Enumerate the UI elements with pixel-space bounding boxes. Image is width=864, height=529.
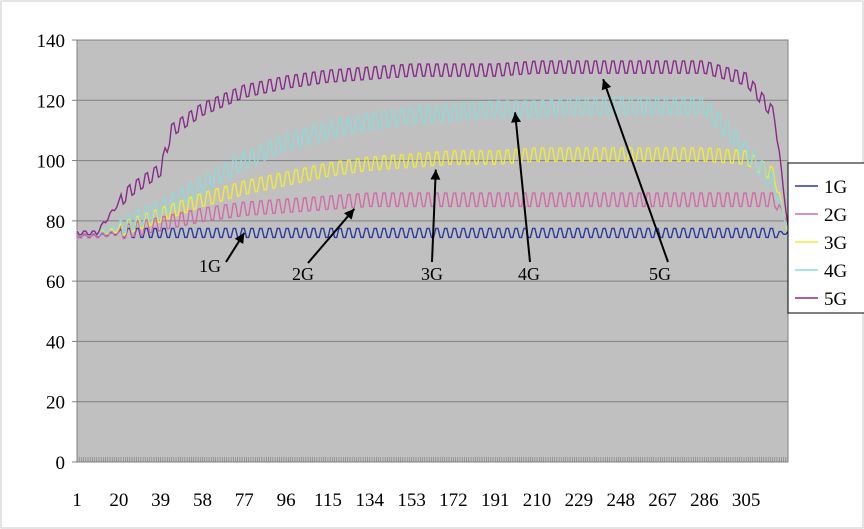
annotation-label: 4G: [518, 264, 540, 284]
x-tick-label: 96: [277, 490, 296, 511]
x-tick-label: 115: [314, 490, 342, 511]
x-tick-label: 58: [193, 490, 212, 511]
x-tick-label: 153: [397, 490, 426, 511]
y-tick-label: 60: [46, 272, 65, 293]
x-minor-ticks: [76, 457, 789, 462]
x-tick-label: 229: [565, 490, 594, 511]
annotation-arrowhead: [601, 79, 612, 91]
annotation-arrowhead: [234, 232, 245, 245]
y-tick-label: 100: [37, 152, 66, 173]
x-tick-label: 248: [606, 490, 635, 511]
y-tick-label: 20: [46, 393, 65, 414]
annotation-arrowhead: [430, 169, 441, 180]
x-tick-label: 134: [356, 490, 385, 511]
x-tick-label: 305: [732, 490, 761, 511]
x-axis-minor-ticks: [76, 457, 789, 462]
annotation-arrowhead: [344, 208, 355, 220]
y-axis-ticks: 0 20 40 60 80 100 120 140: [37, 31, 77, 474]
annotation-arrowhead: [511, 112, 522, 123]
legend: 1G 2G 3G 4G 5G: [787, 162, 864, 314]
x-tick-label: 20: [109, 490, 128, 511]
y-tick-label: 0: [56, 453, 66, 474]
annotation-arrow-line: [514, 112, 531, 263]
series-line-5g: [76, 60, 789, 236]
legend-label: 1G: [824, 177, 848, 198]
x-tick-label: 267: [648, 490, 677, 511]
x-tick-label: 191: [481, 490, 510, 511]
annotation-arrow-line: [307, 208, 356, 264]
x-tick-label: 286: [690, 490, 719, 511]
annotation-arrow-line: [431, 169, 437, 263]
legend-label: 2G: [824, 205, 848, 226]
annotation-arrow-line: [602, 78, 669, 263]
x-tick-label: 210: [523, 490, 552, 511]
y-tick-label: 80: [46, 212, 65, 233]
y-tick-label: 120: [37, 91, 66, 112]
series-line-2g: [76, 192, 789, 240]
annotation-label: 5G: [649, 264, 671, 284]
y-tick-label: 140: [37, 31, 66, 52]
x-tick-label: 1: [72, 490, 82, 511]
legend-label: 5G: [824, 289, 848, 310]
legend-label: 4G: [824, 261, 848, 282]
x-tick-label: 39: [151, 490, 170, 511]
y-tick-label: 40: [46, 332, 65, 353]
legend-box: [787, 162, 864, 314]
x-axis-ticks: 1 20 39 58 77 96 115 134 153 172 191 210 229 248 267 28…: [72, 490, 760, 511]
annotations: 1G 2G 3G 4G 5G: [199, 78, 671, 284]
series-line-4g: [76, 97, 789, 237]
x-tick-label: 172: [439, 490, 468, 511]
annotation-label: 1G: [199, 256, 221, 276]
annotation-label: 2G: [292, 264, 314, 284]
annotation-label: 3G: [421, 264, 443, 284]
series-line-3g: [76, 147, 789, 236]
legend-label: 3G: [824, 233, 848, 254]
x-tick-label: 77: [235, 490, 254, 511]
